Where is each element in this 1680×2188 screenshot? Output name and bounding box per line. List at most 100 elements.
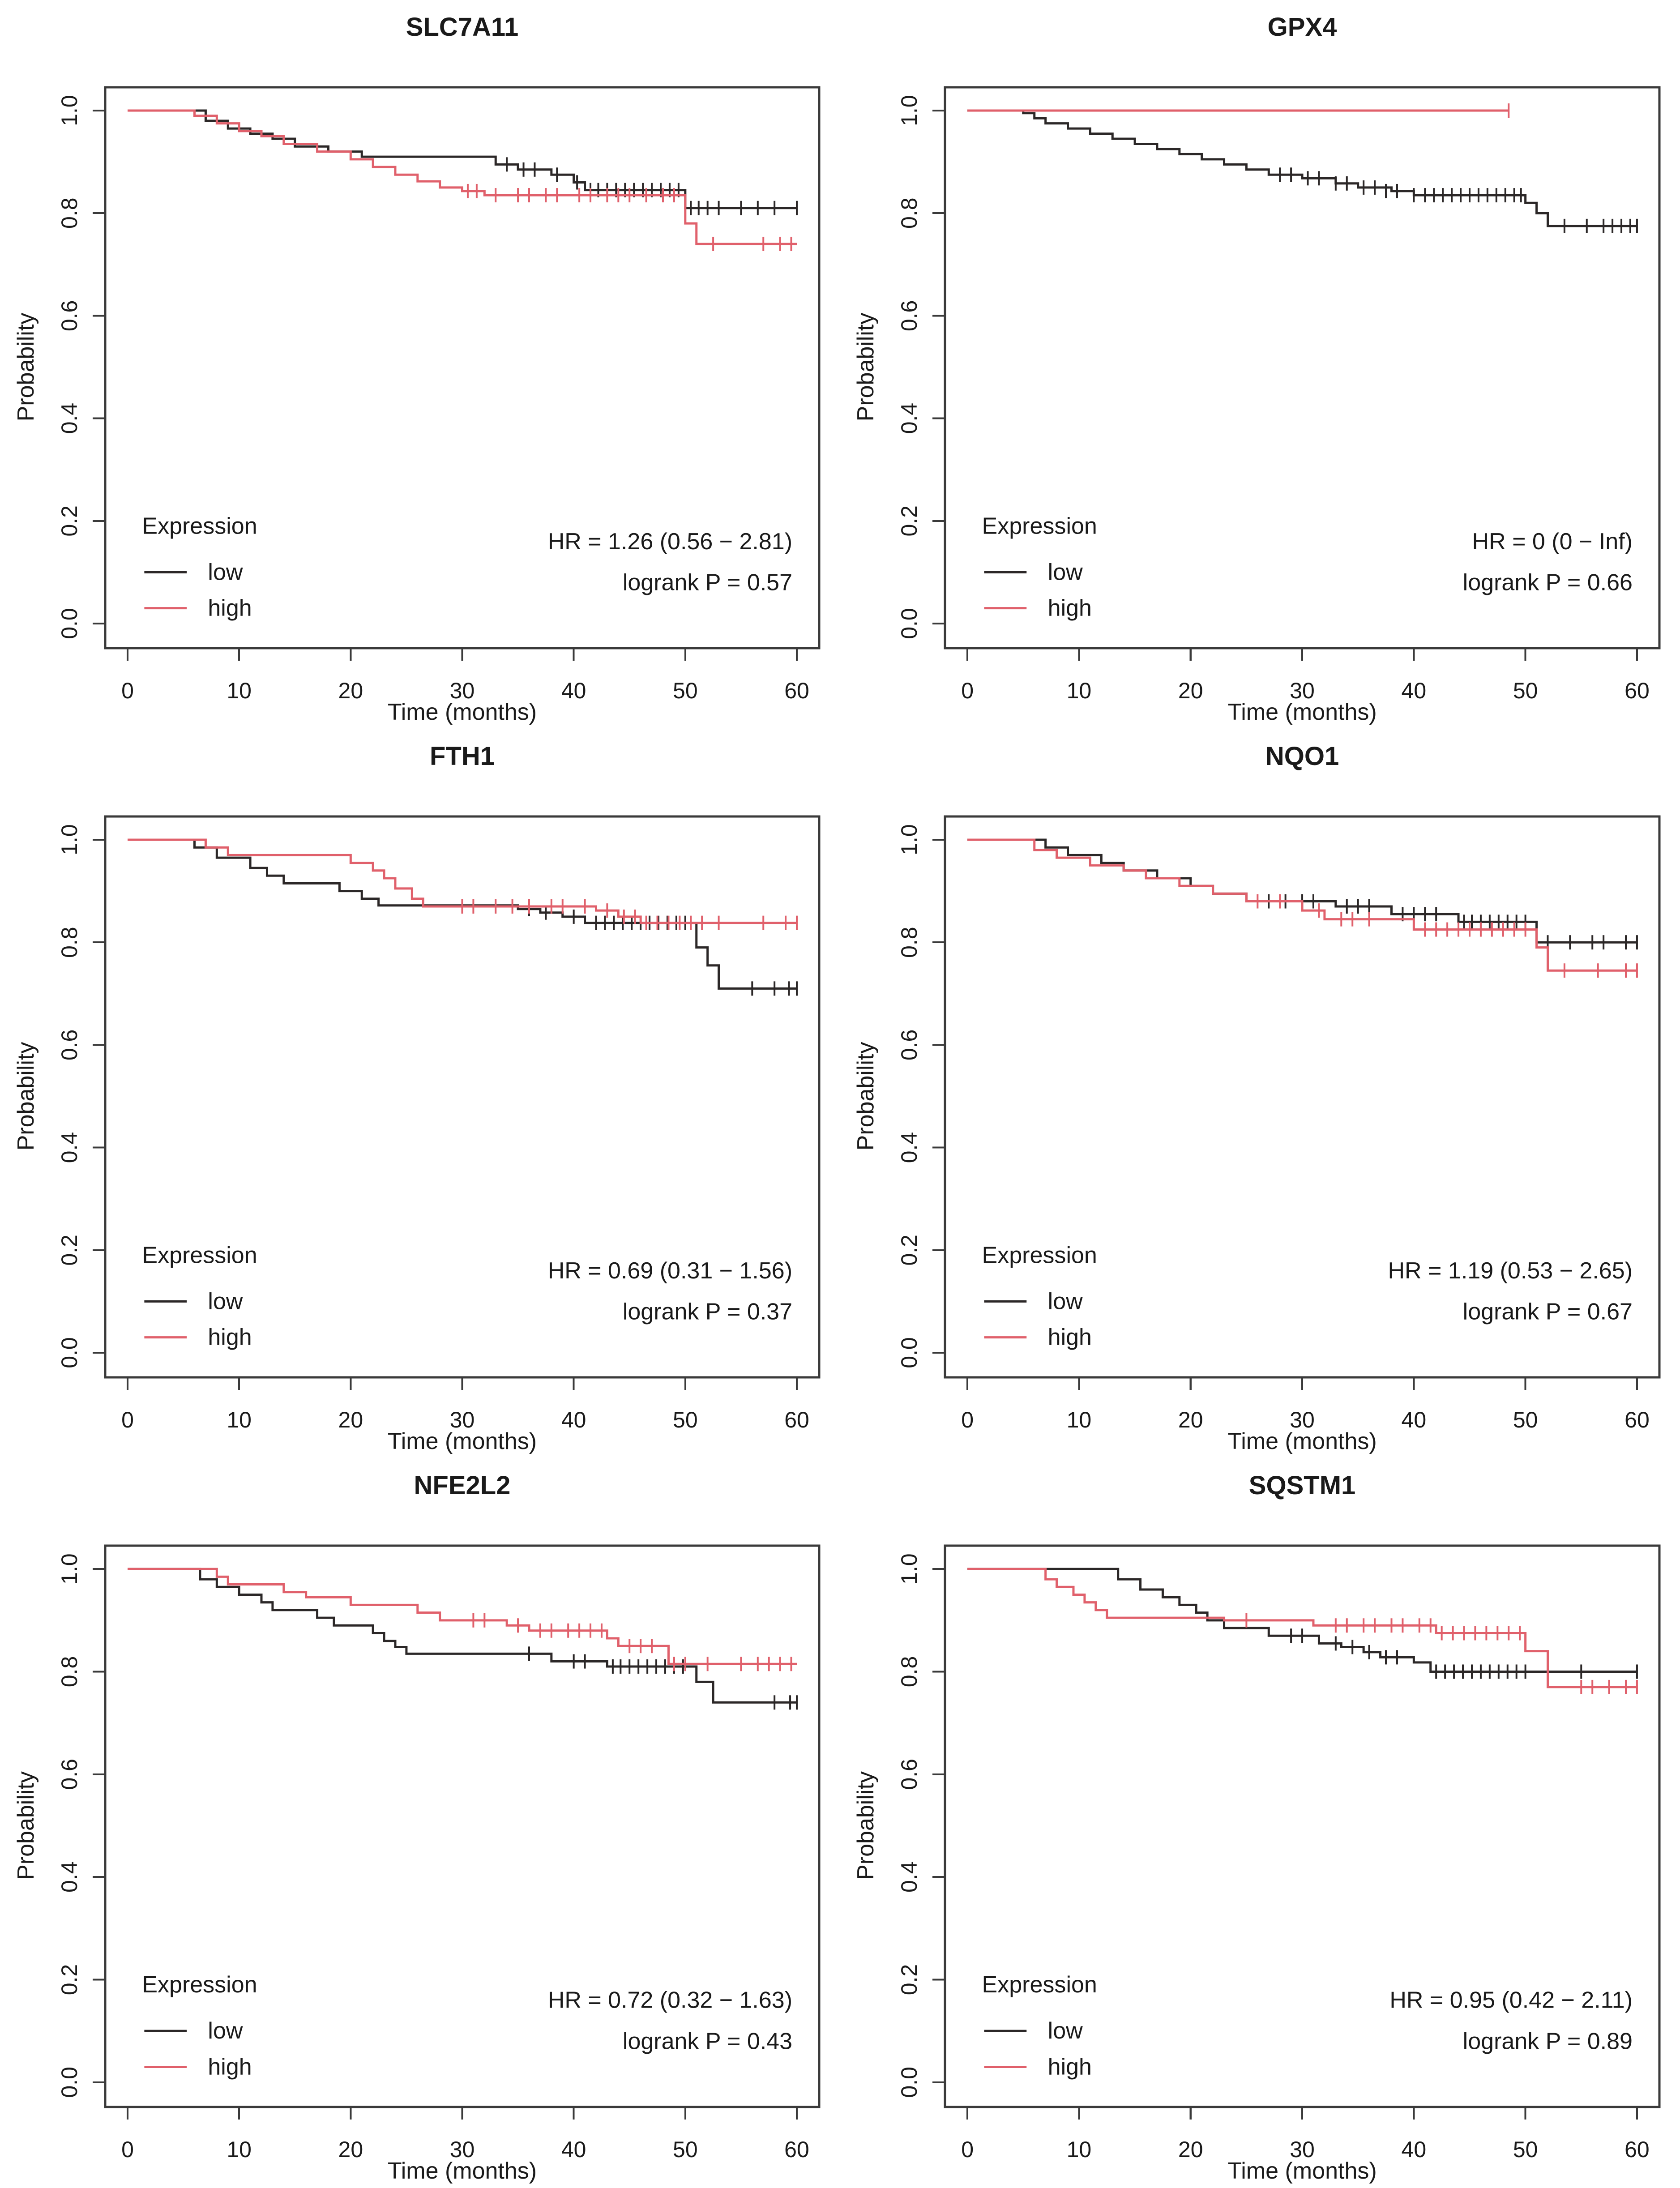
logrank-annotation: logrank P = 0.43 xyxy=(623,2028,792,2054)
x-tick-label: 10 xyxy=(227,2137,252,2162)
legend-title: Expression xyxy=(142,1972,257,1998)
hr-annotation: HR = 0 (0 − Inf) xyxy=(1472,529,1633,555)
survival-curve-high xyxy=(128,838,797,924)
x-tick-label: 30 xyxy=(1290,678,1315,703)
x-axis-label: Time (months) xyxy=(388,1428,537,1454)
legend-label-low: low xyxy=(1048,1288,1083,1314)
x-tick-label: 30 xyxy=(450,678,475,703)
y-tick-label: 0.4 xyxy=(897,1861,922,1893)
x-tick-label: 30 xyxy=(1290,2137,1315,2162)
y-tick-label: 0.4 xyxy=(57,1132,82,1163)
km-panel-nfe2l2: NFE2L2 0.0 0.2 0.4 0.6 0.8 1.0 0 10 20 30 40 50 60 Tim… xyxy=(0,1458,840,2188)
x-tick-label: 20 xyxy=(338,678,363,703)
x-tick-label: 40 xyxy=(561,1407,586,1432)
y-tick-label: 1.0 xyxy=(897,1553,922,1585)
legend-label-high: high xyxy=(208,2054,252,2080)
logrank-annotation: logrank P = 0.67 xyxy=(1463,1299,1633,1325)
survival-curve-low xyxy=(967,109,1637,227)
x-tick-label: 0 xyxy=(121,1407,134,1432)
y-tick-label: 0.0 xyxy=(897,2067,922,2098)
x-tick-label: 50 xyxy=(1513,1407,1538,1432)
y-tick-label: 0.0 xyxy=(897,608,922,639)
x-tick-label: 20 xyxy=(1178,678,1203,703)
y-tick-label: 0.2 xyxy=(897,1235,922,1265)
y-tick-label: 0.4 xyxy=(897,1132,922,1163)
km-panel-gpx4: GPX4 0.0 0.2 0.4 0.6 0.8 1.0 0 10 20 30 40 50 60 Time … xyxy=(840,0,1680,729)
survival-curve-low xyxy=(967,838,1637,944)
chart-title: SQSTM1 xyxy=(1249,1471,1356,1500)
hr-annotation: HR = 0.95 (0.42 − 2.11) xyxy=(1389,1987,1633,2013)
x-tick-label: 50 xyxy=(673,1407,698,1432)
legend-label-high: high xyxy=(208,1325,252,1350)
legend-title: Expression xyxy=(142,513,257,539)
legend-label-high: high xyxy=(1048,2054,1092,2080)
y-axis-label: Probability xyxy=(13,1771,39,1880)
y-tick-label: 0.2 xyxy=(57,1235,82,1266)
x-tick-label: 20 xyxy=(338,2137,363,2162)
km-chart-gpx4: GPX4 0.0 0.2 0.4 0.6 0.8 1.0 0 10 20 30 40 50 60 Time … xyxy=(853,13,1661,725)
legend-label-low: low xyxy=(1048,559,1083,585)
x-tick-label: 40 xyxy=(1402,1407,1427,1432)
x-tick-label: 50 xyxy=(1513,2137,1538,2162)
x-tick-label: 10 xyxy=(227,1407,252,1432)
y-tick-label: 0.6 xyxy=(897,1030,922,1060)
km-chart-fth1: FTH1 0.0 0.2 0.4 0.6 0.8 1.0 0 10 20 30 40 50 60 Time … xyxy=(13,742,821,1454)
y-tick-label: 1.0 xyxy=(897,824,922,855)
y-tick-label: 0.0 xyxy=(57,1337,82,1368)
x-tick-label: 40 xyxy=(561,2137,586,2162)
x-tick-label: 60 xyxy=(1624,2137,1650,2162)
x-tick-label: 10 xyxy=(1067,2137,1092,2162)
km-panel-fth1: FTH1 0.0 0.2 0.4 0.6 0.8 1.0 0 10 20 30 40 50 60 Time … xyxy=(0,729,840,1458)
y-axis-label: Probability xyxy=(13,313,39,422)
chart-title: GPX4 xyxy=(1268,13,1337,42)
censor-marks-low xyxy=(1290,1628,1638,1679)
x-tick-label: 40 xyxy=(1402,678,1427,703)
y-tick-label: 0.2 xyxy=(897,505,922,536)
chart-title: FTH1 xyxy=(430,742,495,771)
y-axis-label: Probability xyxy=(853,1042,879,1151)
legend-title: Expression xyxy=(982,513,1097,539)
y-tick-label: 0.0 xyxy=(57,608,82,639)
x-axis-label: Time (months) xyxy=(1227,2158,1376,2184)
y-tick-label: 1.0 xyxy=(57,824,82,855)
legend-label-low: low xyxy=(1048,2018,1083,2044)
logrank-annotation: logrank P = 0.57 xyxy=(623,570,792,596)
legend-label-high: high xyxy=(1048,1325,1092,1350)
y-axis-label: Probability xyxy=(853,1771,879,1880)
censor-marks-low xyxy=(1268,894,1638,950)
y-tick-label: 0.6 xyxy=(57,1030,82,1061)
y-axis-label: Probability xyxy=(13,1042,39,1151)
y-tick-label: 1.0 xyxy=(897,95,922,126)
legend-label-low: low xyxy=(208,2018,243,2044)
censor-marks-low xyxy=(528,1646,798,1710)
x-tick-label: 0 xyxy=(121,678,134,703)
chart-title: NFE2L2 xyxy=(414,1471,511,1500)
y-tick-label: 0.8 xyxy=(57,1656,82,1688)
y-tick-label: 0.2 xyxy=(57,505,82,537)
x-tick-label: 50 xyxy=(673,678,698,703)
survival-curve-high xyxy=(128,109,797,245)
legend-title: Expression xyxy=(142,1242,257,1268)
x-tick-label: 60 xyxy=(784,678,809,703)
km-chart-nqo1: NQO1 0.0 0.2 0.4 0.6 0.8 1.0 0 10 20 30 40 50 60 Time … xyxy=(853,742,1661,1454)
censor-marks-high xyxy=(466,184,792,251)
x-tick-label: 30 xyxy=(450,1407,475,1432)
survival-curve-low xyxy=(128,1568,797,1704)
chart-title: SLC7A11 xyxy=(406,13,518,42)
x-tick-label: 60 xyxy=(1624,1407,1650,1432)
x-tick-label: 0 xyxy=(961,2137,974,2162)
x-axis-label: Time (months) xyxy=(1227,1428,1376,1454)
hr-annotation: HR = 0.72 (0.32 − 1.63) xyxy=(548,1987,792,2013)
y-axis-label: Probability xyxy=(853,313,879,422)
censor-marks-high xyxy=(472,1613,792,1671)
x-tick-label: 0 xyxy=(961,1407,974,1432)
x-tick-label: 10 xyxy=(1067,1407,1092,1432)
y-tick-label: 0.6 xyxy=(897,300,922,331)
x-tick-label: 50 xyxy=(1513,678,1538,703)
km-panel-nqo1: NQO1 0.0 0.2 0.4 0.6 0.8 1.0 0 10 20 30 40 50 60 Time … xyxy=(840,729,1680,1458)
logrank-annotation: logrank P = 0.37 xyxy=(623,1299,792,1325)
x-tick-label: 60 xyxy=(784,1407,809,1432)
legend-label-low: low xyxy=(208,559,243,585)
x-tick-label: 20 xyxy=(1178,2137,1203,2162)
